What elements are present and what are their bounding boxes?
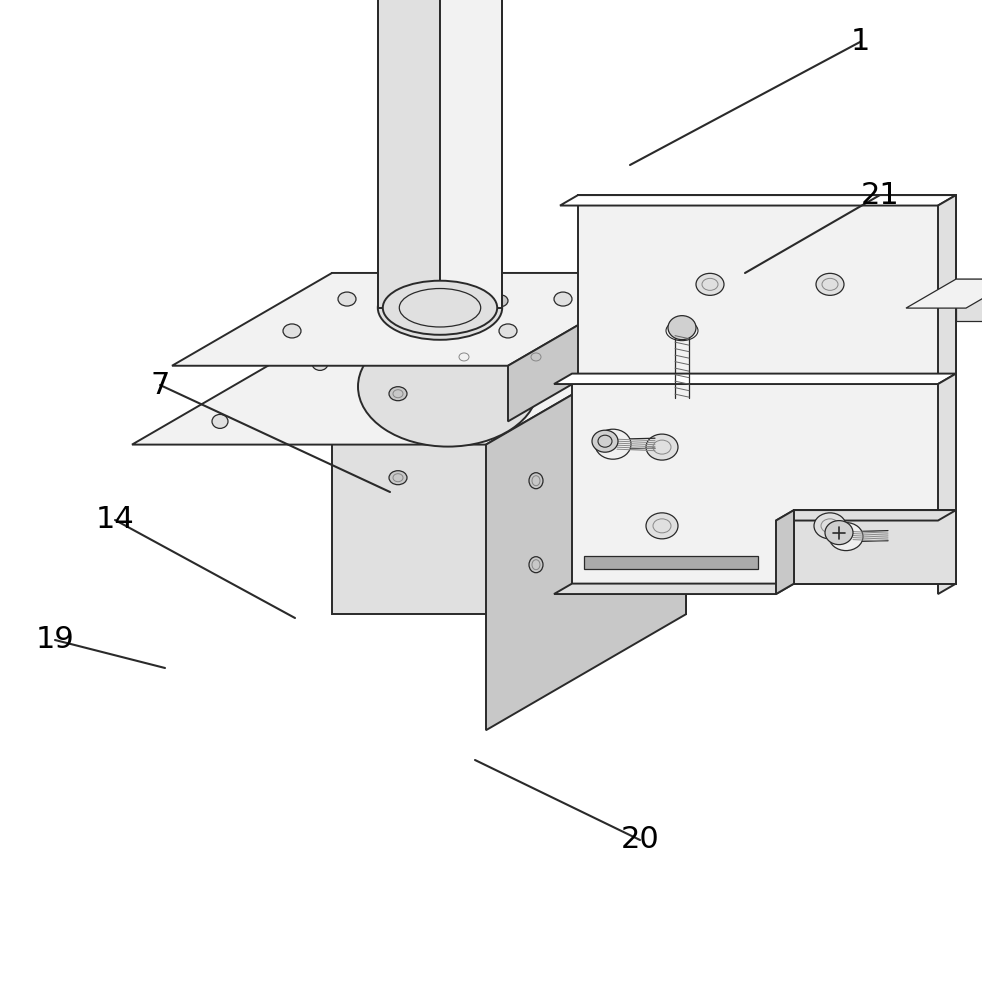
Polygon shape [332, 273, 668, 329]
Ellipse shape [529, 557, 543, 573]
Polygon shape [906, 279, 982, 308]
Ellipse shape [594, 295, 610, 307]
Ellipse shape [389, 387, 407, 401]
Ellipse shape [492, 295, 508, 307]
Polygon shape [508, 273, 668, 421]
Ellipse shape [629, 499, 643, 515]
Ellipse shape [312, 356, 328, 370]
Ellipse shape [668, 316, 696, 340]
Ellipse shape [829, 523, 863, 551]
Polygon shape [572, 374, 956, 584]
Ellipse shape [646, 513, 678, 539]
Polygon shape [794, 510, 956, 584]
Ellipse shape [389, 471, 407, 485]
Text: 20: 20 [621, 826, 659, 854]
Text: 7: 7 [150, 370, 170, 399]
Ellipse shape [816, 273, 844, 295]
Polygon shape [776, 510, 956, 521]
Polygon shape [560, 195, 956, 206]
Polygon shape [172, 273, 668, 366]
Ellipse shape [358, 327, 538, 447]
Ellipse shape [383, 281, 497, 335]
Polygon shape [938, 374, 956, 594]
Ellipse shape [814, 513, 846, 539]
Ellipse shape [825, 521, 853, 545]
Polygon shape [554, 584, 794, 594]
Ellipse shape [212, 414, 228, 428]
Ellipse shape [390, 295, 406, 307]
Polygon shape [578, 195, 956, 374]
Ellipse shape [592, 430, 618, 452]
Ellipse shape [338, 292, 356, 306]
Text: 1: 1 [850, 27, 870, 56]
Polygon shape [332, 329, 686, 614]
Ellipse shape [527, 350, 545, 364]
Ellipse shape [696, 273, 724, 295]
Ellipse shape [529, 473, 543, 489]
Polygon shape [776, 510, 794, 594]
Polygon shape [584, 556, 758, 569]
Polygon shape [486, 329, 686, 730]
Polygon shape [956, 279, 982, 321]
Ellipse shape [455, 350, 473, 364]
Polygon shape [938, 195, 956, 384]
Ellipse shape [378, 276, 502, 340]
Ellipse shape [283, 324, 301, 338]
Ellipse shape [595, 429, 631, 459]
Polygon shape [440, 0, 503, 308]
Ellipse shape [629, 415, 643, 431]
Ellipse shape [593, 387, 611, 401]
Ellipse shape [593, 471, 611, 485]
Ellipse shape [554, 292, 572, 306]
Text: 21: 21 [860, 180, 900, 210]
Ellipse shape [499, 324, 517, 338]
Polygon shape [378, 0, 440, 308]
Polygon shape [132, 329, 686, 445]
Text: 14: 14 [95, 506, 135, 534]
Polygon shape [554, 374, 956, 384]
Text: 19: 19 [35, 626, 75, 654]
Ellipse shape [646, 434, 678, 460]
